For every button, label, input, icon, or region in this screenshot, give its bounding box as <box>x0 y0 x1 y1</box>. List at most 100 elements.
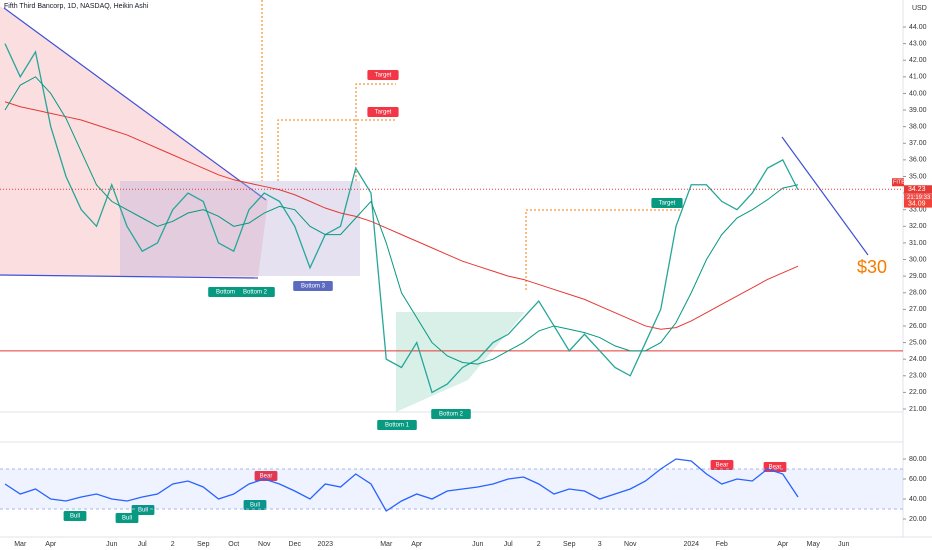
label-box <box>293 281 333 291</box>
price-tag <box>904 193 932 202</box>
label-text: Bull <box>70 514 80 520</box>
label-text: Bull <box>250 503 260 509</box>
x-tick-label: Feb <box>716 541 728 548</box>
chart-title: Fifth Third Bancorp, 1D, NASDAQ, Heikin … <box>4 3 149 10</box>
label-box <box>131 505 155 515</box>
x-tick-label: Mar <box>380 541 393 548</box>
y-tick-label: 32.00 <box>909 223 927 230</box>
target-line <box>277 119 396 181</box>
label-text: Bear <box>716 463 729 469</box>
x-tick-label: Mar <box>14 541 27 548</box>
series-line <box>4 458 799 512</box>
label-box <box>431 409 471 419</box>
price-tag <box>904 199 932 208</box>
range-box <box>120 181 360 276</box>
label-text: Bottom 2 <box>439 412 464 418</box>
y-tick-label: 38.00 <box>909 123 927 130</box>
y-tick-label: 60.00 <box>909 476 927 483</box>
x-tick-label: Jun <box>838 541 849 548</box>
label-text: Bull <box>122 516 132 522</box>
y-tick-label: 35.00 <box>909 173 927 180</box>
y-tick-label: 23.00 <box>909 373 927 380</box>
y-tick-label: 43.00 <box>909 40 927 47</box>
y-tick-label: 30.00 <box>909 256 927 263</box>
x-tick-label: Sep <box>197 541 210 548</box>
y-tick-label: 33.00 <box>909 207 927 214</box>
label-text: Target <box>659 201 676 207</box>
last-price: 34.23 <box>908 186 926 193</box>
label-text: Bottom 1 <box>385 423 410 429</box>
x-tick-label: Jul <box>504 541 513 548</box>
rsi-band <box>0 469 903 509</box>
y-tick-label: 37.00 <box>909 140 927 147</box>
label-text: Bear <box>769 465 782 471</box>
x-tick-label: Apr <box>411 541 423 548</box>
y-tick-label: 31.00 <box>909 240 927 247</box>
x-tick-label: Sep <box>563 541 576 548</box>
y-tick-label: 42.00 <box>909 57 927 64</box>
trend-line <box>0 274 259 279</box>
symbol-label: FITB <box>893 180 905 186</box>
label-text: Bottom 1 <box>216 290 241 296</box>
label-text: Target <box>375 110 392 116</box>
price-tag <box>892 178 904 187</box>
y-tick-label: 22.00 <box>909 389 927 396</box>
currency: USD <box>912 5 927 12</box>
y-tick-label: 28.00 <box>909 290 927 297</box>
y-tick-label: 40.00 <box>909 90 927 97</box>
y-tick-label: 24.00 <box>909 356 927 363</box>
x-tick-label: 2023 <box>317 541 333 548</box>
label-box <box>254 471 278 481</box>
label-box <box>115 513 139 523</box>
trend-line <box>781 136 869 256</box>
y-tick-label: 25.00 <box>909 339 927 346</box>
y-tick-label: 21.00 <box>909 406 927 413</box>
y-tick-label: 39.00 <box>909 107 927 114</box>
x-tick-label: Apr <box>45 541 57 548</box>
y-tick-label: 27.00 <box>909 306 927 313</box>
y-tick-label: 36.00 <box>909 157 927 164</box>
series-line <box>4 76 799 365</box>
label-text: Bottom 2 <box>243 290 268 296</box>
x-tick-label: Nov <box>624 541 637 548</box>
x-tick-label: 2 <box>171 541 175 548</box>
x-tick-label: 3 <box>598 541 602 548</box>
x-tick-label: Jul <box>138 541 147 548</box>
series-line <box>4 101 799 330</box>
x-tick-label: 2 <box>537 541 541 548</box>
y-tick-label: 41.00 <box>909 74 927 81</box>
label-text: Target <box>375 73 392 79</box>
label-box <box>377 420 417 430</box>
label-box <box>367 107 399 117</box>
label-text: Bear <box>260 474 273 480</box>
label-box <box>63 511 87 521</box>
x-tick-label: Jun <box>472 541 483 548</box>
x-tick-label: May <box>807 541 821 548</box>
x-tick-label: Oct <box>228 541 239 548</box>
label-box <box>367 70 399 80</box>
target-line <box>525 209 680 290</box>
x-tick-label: 2024 <box>683 541 699 548</box>
y-tick-label: 20.00 <box>909 516 927 523</box>
series-line <box>4 43 799 394</box>
y-tick-label: 80.00 <box>909 456 927 463</box>
label-box <box>651 198 683 208</box>
label-box <box>710 460 734 470</box>
trend-line <box>3 7 267 201</box>
x-tick-label: Jun <box>106 541 117 548</box>
y-tick-label: 29.00 <box>909 273 927 280</box>
x-tick-label: Nov <box>258 541 271 548</box>
x-tick-label: Apr <box>777 541 789 548</box>
y-tick-label: 40.00 <box>909 496 927 503</box>
label-box <box>235 287 275 297</box>
target-line <box>355 83 396 181</box>
countdown: 21:19:33 <box>907 195 931 201</box>
y-tick-label: 44.00 <box>909 24 927 31</box>
label-text: Bottom 3 <box>301 284 326 290</box>
y-tick-label: 26.00 <box>909 323 927 330</box>
callout-text: $30 <box>857 257 887 277</box>
price-tag <box>904 185 932 194</box>
label-text: Bull <box>138 508 148 514</box>
label-box <box>243 500 267 510</box>
